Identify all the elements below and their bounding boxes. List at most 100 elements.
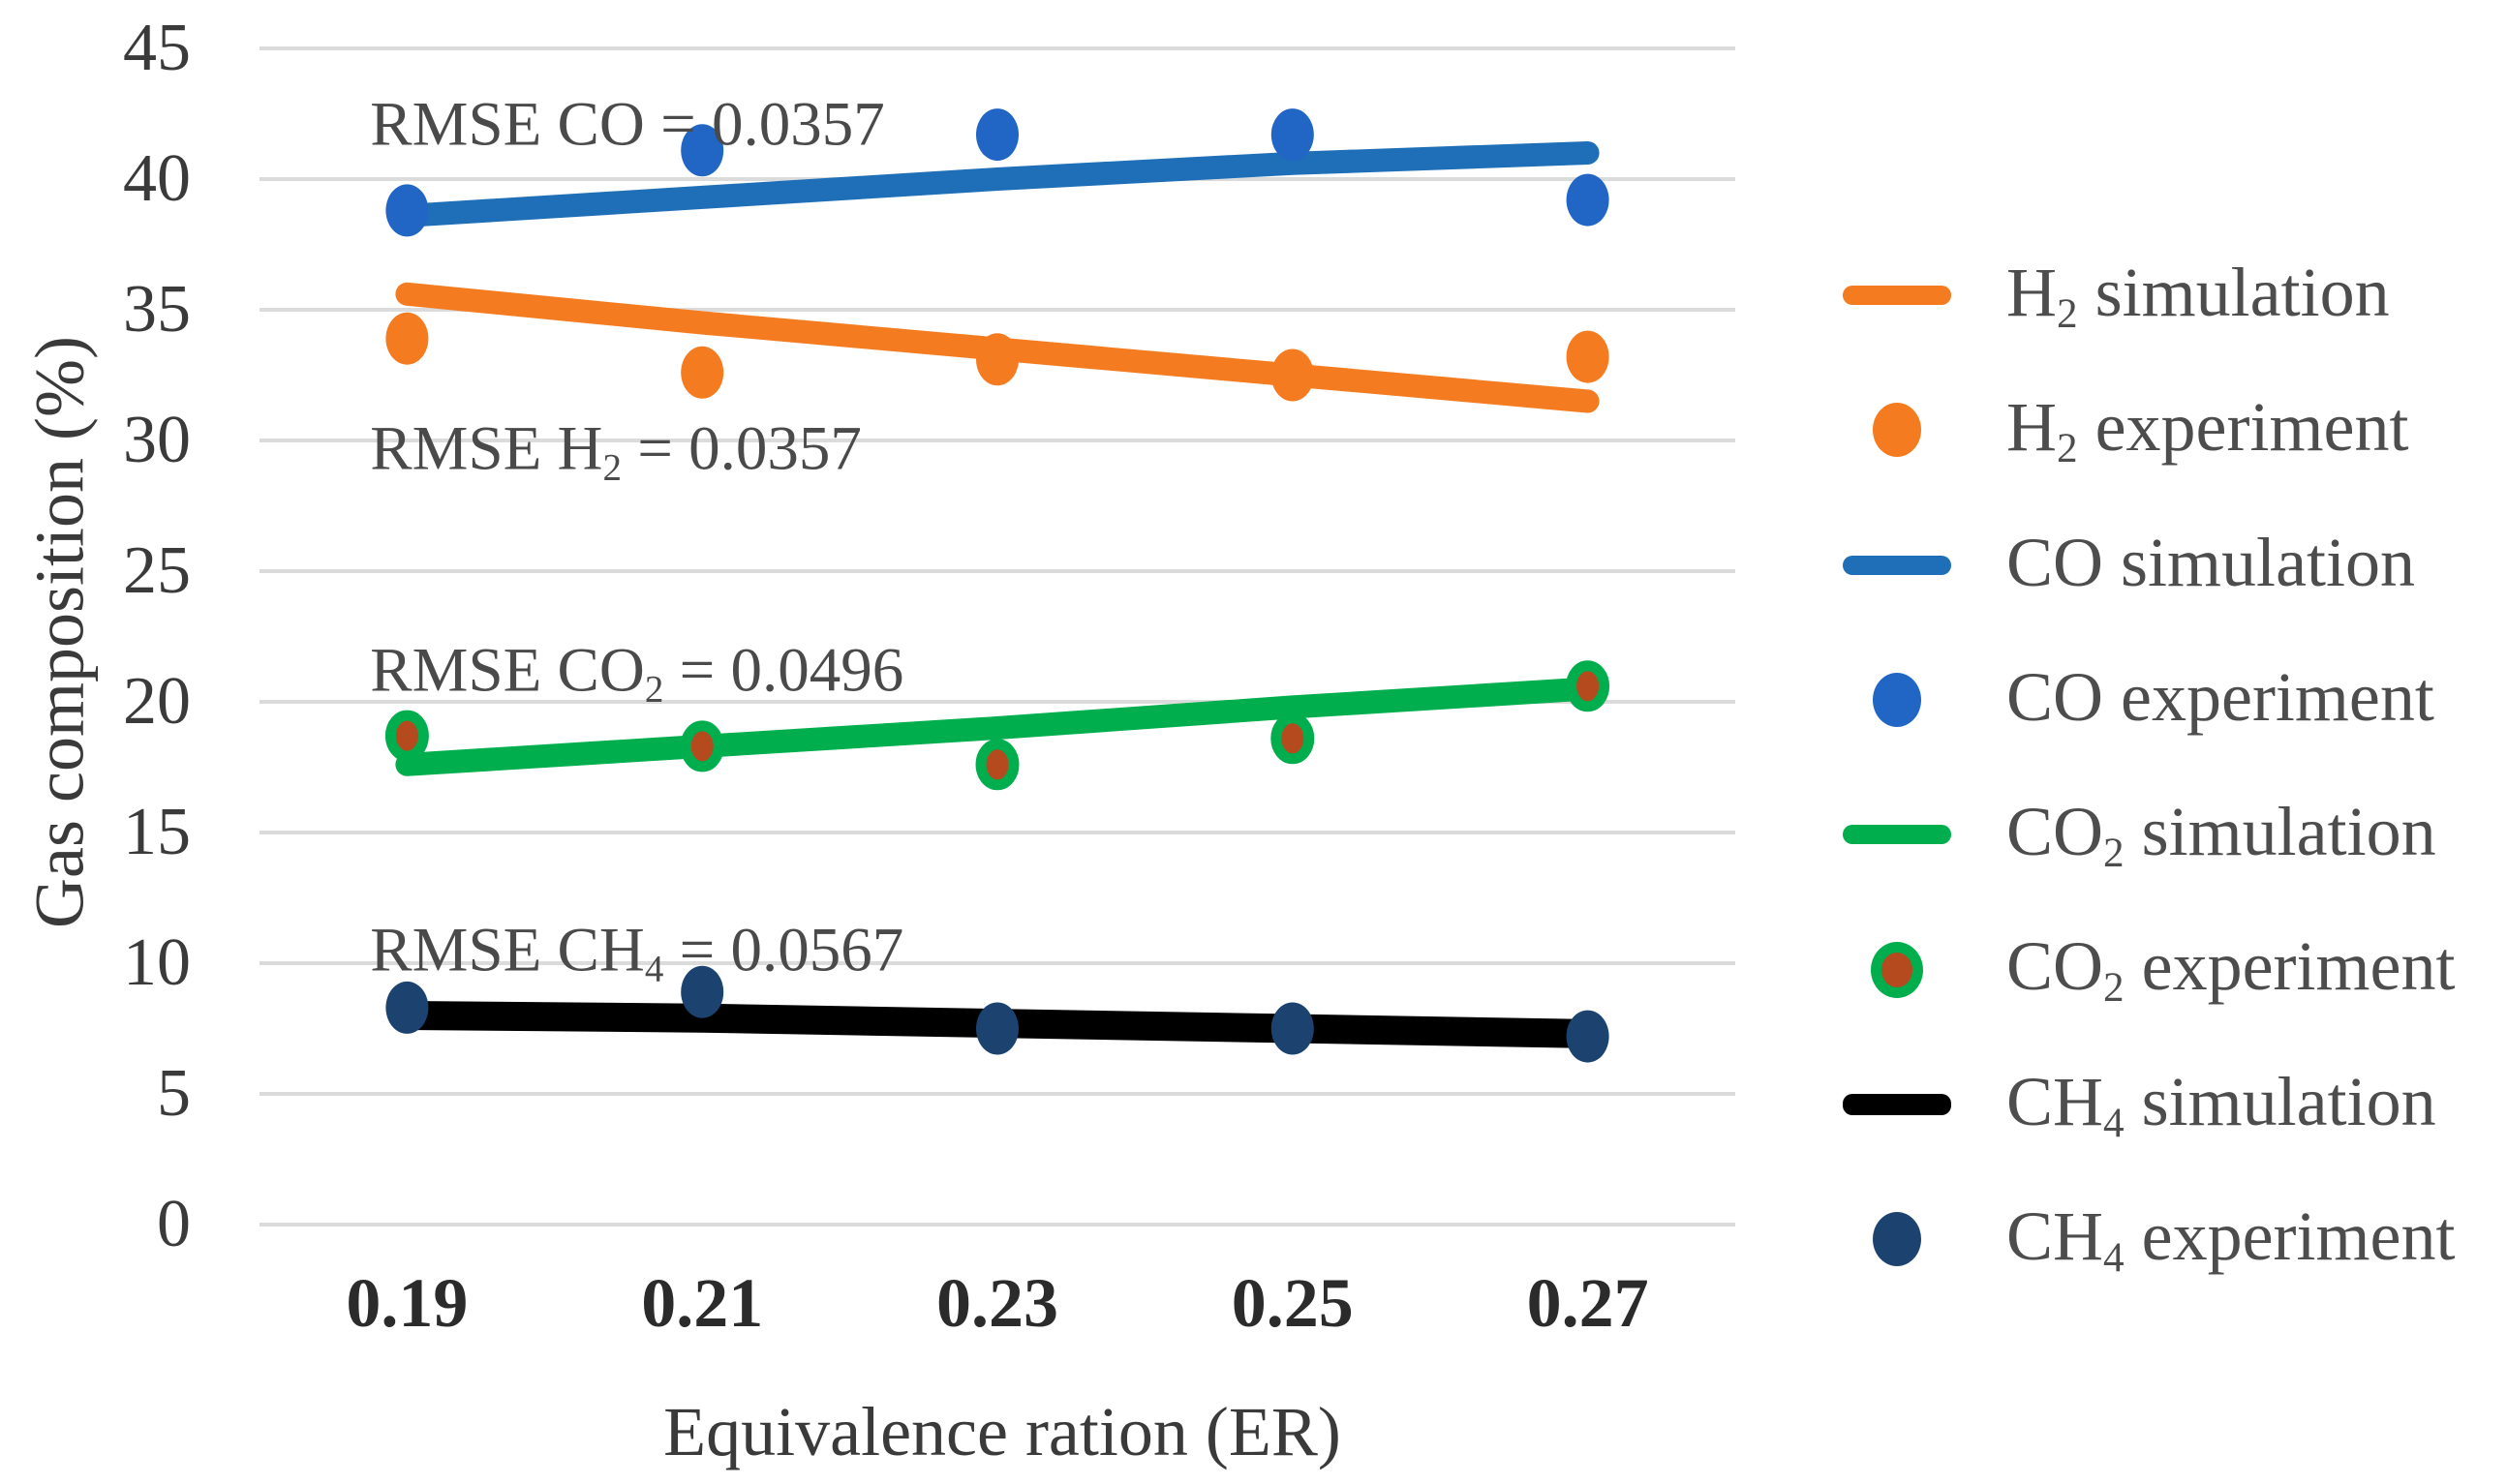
x-tick-0.21: 0.21 xyxy=(641,1264,764,1342)
x-axis-title: Equivalence ration (ER) xyxy=(663,1393,1341,1470)
annotation-text-post: = 0.0357 xyxy=(644,89,885,160)
ch4-experiment-legend-dot-icon xyxy=(1873,1212,1921,1267)
legend-label-co2-experiment: CO2 experiment xyxy=(2006,926,2455,1012)
legend-item-ch4-experiment: CH4 experiment xyxy=(1843,1196,2507,1283)
annotation-text-post: = 0.0357 xyxy=(622,413,862,484)
co-experiment-point-4 xyxy=(1566,173,1609,227)
legend-item-co-experiment: CO experiment xyxy=(1843,656,2507,743)
x-tick-0.25: 0.25 xyxy=(1231,1264,1354,1342)
legend-label-pre: CO xyxy=(2006,657,2104,736)
co2-experiment-point-4 xyxy=(1566,660,1610,712)
annotation-text-sub: 2 xyxy=(644,668,664,711)
legend-label-pre: CO xyxy=(2006,927,2104,1006)
co2-experiment-point-2 xyxy=(975,739,1020,791)
y-tick-40: 40 xyxy=(123,141,191,216)
legend-label-sub: 4 xyxy=(2103,1100,2125,1146)
co2-simulation-legend-line-icon xyxy=(1843,825,1951,845)
legend-label-h2-experiment: H2 experiment xyxy=(2006,387,2408,472)
y-tick-20: 20 xyxy=(123,664,191,739)
co-experiment-point-0 xyxy=(385,184,429,237)
legend-label-pre: CH xyxy=(2006,1062,2104,1140)
legend-label-sub: 2 xyxy=(2057,426,2078,472)
co-simulation-legend-line-icon xyxy=(1843,555,1951,575)
legend-swatch-ch4-experiment xyxy=(1843,1196,1951,1283)
y-tick-5: 5 xyxy=(157,1056,191,1131)
co2-experiment-legend-dot-icon xyxy=(1871,941,1923,998)
legend-label-post: experiment xyxy=(2124,1197,2456,1276)
legend-label-ch4-experiment: CH4 experiment xyxy=(2006,1196,2455,1282)
annotation-text-sub: 2 xyxy=(602,446,623,489)
legend-label-pre: CH xyxy=(2006,1197,2104,1276)
co2-simulation-line xyxy=(395,677,1600,776)
annotation-text-pre: RMSE H xyxy=(370,413,603,484)
x-tick-0.19: 0.19 xyxy=(346,1264,469,1342)
legend-item-h2-experiment: H2 experiment xyxy=(1843,386,2507,473)
rmse-annotation-ch4: RMSE CH4 = 0.0567 xyxy=(370,915,903,991)
h2-experiment-point-1 xyxy=(681,346,724,399)
y-tick-15: 15 xyxy=(123,795,191,869)
legend-label-pre: CO xyxy=(2006,793,2104,871)
y-tick-45: 45 xyxy=(123,11,191,85)
y-tick-35: 35 xyxy=(123,272,191,347)
y-axis-title: Gas composition (%) xyxy=(20,336,99,928)
annotation-text-post: = 0.0567 xyxy=(663,915,904,985)
y-tick-30: 30 xyxy=(123,403,191,477)
legend-label-post: simulation xyxy=(2077,253,2390,331)
legend-item-ch4-simulation: CH4 simulation xyxy=(1843,1061,2507,1148)
co2-experiment-point-3 xyxy=(1270,712,1315,765)
legend-label-sub: 2 xyxy=(2103,965,2125,1012)
legend-item-co2-experiment: CO2 experiment xyxy=(1843,926,2507,1014)
ch4-experiment-point-0 xyxy=(385,981,429,1034)
y-tick-25: 25 xyxy=(123,533,191,608)
co-simulation-line xyxy=(395,141,1600,227)
ch4-simulation-legend-line-icon xyxy=(1843,1093,1951,1115)
legend-label-co-experiment: CO experiment xyxy=(2006,657,2434,742)
legend-label-sub: 2 xyxy=(2057,291,2078,338)
annotation-text-post: = 0.0496 xyxy=(663,635,904,706)
co-experiment-legend-dot-icon xyxy=(1873,672,1921,727)
h2-simulation-legend-line-icon xyxy=(1843,286,1951,305)
legend-label-co-simulation: CO simulation xyxy=(2006,523,2415,608)
legend-item-co2-simulation: CO2 simulation xyxy=(1843,791,2507,878)
legend-label-post: experiment xyxy=(2124,927,2456,1006)
rmse-annotation-co2: RMSE CO2 = 0.0496 xyxy=(370,635,903,712)
legend-label-pre: H xyxy=(2006,388,2057,467)
legend-label-co2-simulation: CO2 simulation xyxy=(2006,792,2436,877)
co-experiment-point-1 xyxy=(681,124,724,177)
legend-label-post: simulation xyxy=(2103,523,2416,601)
ch4-experiment-point-1 xyxy=(681,965,724,1018)
annotation-text-sub: 4 xyxy=(644,948,664,990)
x-tick-0.27: 0.27 xyxy=(1526,1264,1649,1342)
h2-experiment-point-4 xyxy=(1566,330,1609,383)
h2-experiment-point-2 xyxy=(976,333,1019,386)
legend-label-post: experiment xyxy=(2103,657,2434,736)
legend-swatch-co-simulation xyxy=(1843,522,1951,609)
legend-label-sub: 2 xyxy=(2103,831,2125,877)
legend-swatch-h2-experiment xyxy=(1843,386,1951,473)
h2-experiment-legend-dot-icon xyxy=(1873,403,1921,458)
ch4-experiment-point-2 xyxy=(976,1002,1019,1055)
rmse-annotation-co: RMSE CO = 0.0357 xyxy=(370,89,884,166)
legend-swatch-ch4-simulation xyxy=(1843,1061,1951,1148)
co2-experiment-point-0 xyxy=(384,710,429,762)
annotation-text-pre: RMSE CO xyxy=(370,89,645,160)
y-tick-10: 10 xyxy=(123,925,191,1000)
legend-swatch-co2-simulation xyxy=(1843,791,1951,878)
co-experiment-point-3 xyxy=(1270,108,1314,162)
legend-item-co-simulation: CO simulation xyxy=(1843,522,2507,609)
rmse-annotation-h2: RMSE H2 = 0.0357 xyxy=(370,412,862,489)
h2-experiment-point-0 xyxy=(385,312,429,365)
legend-swatch-h2-simulation xyxy=(1843,252,1951,339)
legend-label-sub: 4 xyxy=(2103,1235,2125,1282)
legend-label-post: experiment xyxy=(2077,388,2409,467)
co2-experiment-point-1 xyxy=(680,720,724,772)
co-experiment-point-2 xyxy=(976,108,1019,162)
x-tick-0.23: 0.23 xyxy=(936,1264,1058,1342)
legend-swatch-co2-experiment xyxy=(1843,926,1951,1014)
y-tick-0: 0 xyxy=(157,1187,191,1261)
annotation-text-pre: RMSE CH xyxy=(370,915,645,985)
legend-label-post: simulation xyxy=(2124,793,2436,871)
legend-item-h2-simulation: H2 simulation xyxy=(1843,252,2507,339)
